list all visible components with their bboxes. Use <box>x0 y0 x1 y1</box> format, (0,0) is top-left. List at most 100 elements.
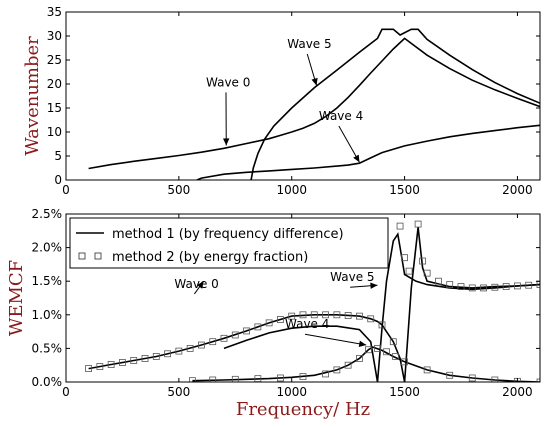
marker-point <box>435 277 442 285</box>
marker-point <box>164 350 171 358</box>
marker-point <box>220 334 228 342</box>
annotation-label: Wave 4 <box>319 109 363 123</box>
legend-marker-swatch <box>78 252 86 260</box>
marker-point <box>119 359 126 366</box>
y-tick-label: 10 <box>47 125 62 139</box>
marker-point <box>186 344 194 352</box>
marker-point <box>419 257 427 265</box>
marker-point <box>423 366 431 374</box>
series-line <box>88 131 292 170</box>
marker-point <box>446 371 454 379</box>
marker-point <box>502 283 510 290</box>
marker-point <box>423 269 431 277</box>
marker-point <box>525 281 533 289</box>
annotation-label: Wave 0 <box>206 75 250 89</box>
bottom-panel: 0 500 1000 1500 2000 0.0% 0.5% 1.0% 1.5% 2.0% 2.5%… <box>32 207 541 399</box>
y-tick-label: 2.0% <box>32 241 63 255</box>
y-tick-label: 30 <box>47 29 62 43</box>
annotation-arrowhead <box>353 154 360 163</box>
x-tick-label: 1000 <box>276 385 307 399</box>
axes-frame <box>65 11 541 181</box>
plot-area <box>85 220 540 382</box>
annotation-arrow <box>304 333 367 346</box>
y-axis-label-top: Wavenumber <box>22 36 43 156</box>
marker-point <box>414 220 422 228</box>
annotation-arrowhead <box>223 138 230 146</box>
y-tick-label: 20 <box>47 77 62 91</box>
y-tick-label: 0 <box>54 173 62 187</box>
marker-point <box>333 311 341 319</box>
annotation-label: Wave 5 <box>287 37 331 51</box>
legend-box <box>69 217 389 269</box>
marker-point <box>322 370 329 378</box>
marker-point <box>254 323 262 331</box>
annotation-arrowhead <box>358 340 367 347</box>
y-tick-label: 5 <box>54 149 62 163</box>
series-line <box>196 124 540 180</box>
marker-point <box>396 222 404 230</box>
marker-point <box>356 312 363 320</box>
marker-point <box>491 376 499 382</box>
y-tick-label: 0.0% <box>32 375 63 389</box>
legend-entry-method-1: method 1 (by frequency difference) <box>112 227 344 242</box>
annotation-label: Wave 0 <box>174 277 218 291</box>
marker-point <box>378 321 386 329</box>
y-tick-label: 35 <box>47 5 62 19</box>
annotation-label: Wave 4 <box>285 317 329 331</box>
marker-point <box>367 315 375 323</box>
y-tick-label: 1.0% <box>32 308 63 322</box>
marker-point <box>333 366 341 374</box>
x-tick-label: 500 <box>167 385 190 399</box>
marker-point <box>389 338 397 346</box>
marker-point <box>96 363 104 370</box>
legend: method 1 (by frequency difference) metho… <box>69 217 389 269</box>
marker-point <box>401 254 408 262</box>
marker-point <box>480 284 487 292</box>
marker-point <box>468 374 476 382</box>
marker-point <box>152 353 160 360</box>
marker-point <box>401 358 408 366</box>
x-tick-label: 1500 <box>389 183 420 197</box>
series-line <box>192 346 540 382</box>
marker-point <box>130 357 138 364</box>
axes-frame <box>65 213 541 383</box>
marker-point <box>392 353 399 360</box>
marker-point <box>383 348 390 356</box>
annotation-arrowhead <box>370 282 378 289</box>
marker-point <box>265 319 273 327</box>
marker-point <box>299 373 307 381</box>
legend-entry-method-2: method 2 (by energy fraction) <box>112 250 308 265</box>
marker-point <box>141 355 149 362</box>
marker-point <box>198 341 205 349</box>
marker-point <box>536 281 540 288</box>
x-tick-label: 2000 <box>502 183 533 197</box>
x-tick-label: 1500 <box>389 385 420 399</box>
x-tick-label: 1000 <box>276 183 307 197</box>
legend-marker-swatch-2 <box>94 252 102 260</box>
marker-point <box>468 284 476 292</box>
x-axis-label: Frequency/ Hz <box>236 399 370 420</box>
y-tick-label: 1.5% <box>32 274 63 288</box>
y-tick-label: 25 <box>47 53 62 67</box>
x-tick-label: 0 <box>62 385 70 399</box>
series-line <box>250 28 540 180</box>
top-panel: 0 500 1000 1500 2000 0 5 10 15 20 25 30 35 Wave 0 Wave… <box>47 5 541 197</box>
x-tick-label: 500 <box>167 183 190 197</box>
marker-point <box>514 282 521 290</box>
annotation-arrowhead <box>311 77 318 86</box>
marker-point <box>299 311 307 319</box>
marker-point <box>310 311 318 319</box>
marker-point <box>344 361 352 369</box>
marker-point <box>446 281 454 288</box>
x-tick-label: 0 <box>62 183 70 197</box>
marker-point <box>344 312 352 319</box>
annotation-arrowhead <box>196 281 204 289</box>
marker-point <box>188 377 196 382</box>
marker-point <box>231 331 239 339</box>
marker-point <box>491 283 499 291</box>
marker-point <box>288 312 296 320</box>
marker-point <box>277 316 284 323</box>
marker-point <box>107 361 115 368</box>
marker-point <box>374 344 381 352</box>
marker-point <box>243 327 250 335</box>
